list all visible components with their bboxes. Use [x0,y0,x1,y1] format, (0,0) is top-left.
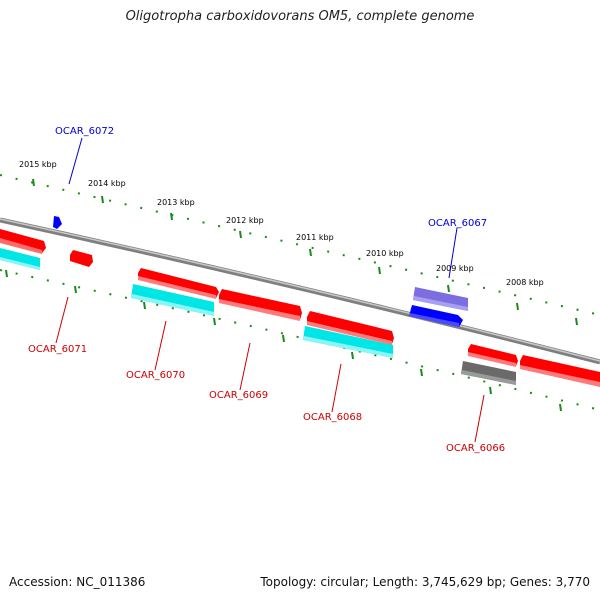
gene-labels: OCAR_6072 OCAR_6067 OCAR_6071 OCAR_6070 … [28,126,505,454]
gene-label-ocar-6069[interactable]: OCAR_6069 [209,390,268,401]
gene-feature-ocar-6071[interactable] [70,250,93,267]
gene-feature[interactable] [219,299,300,321]
cds-features [0,248,393,358]
gene-feature[interactable] [461,370,516,385]
scale-label: 2010 kbp [366,249,404,258]
genome-backbone-highlight [0,218,600,362]
scale-label: 2012 kbp [226,216,264,225]
gene-feature-ocar-6066-upper[interactable] [468,344,518,366]
gene-feature[interactable] [520,365,600,387]
scale-label: 2015 kbp [19,160,57,169]
upper-major-ticks [32,178,578,326]
forward-strand-genes [0,229,600,387]
scale-label: 2011 kbp [296,233,334,242]
gene-feature[interactable] [468,352,516,367]
scale-label: 2009 kbp [436,264,474,273]
gene-label-ocar-6072[interactable]: OCAR_6072 [55,126,114,137]
gene-feature-ocar-6072[interactable] [53,216,62,229]
gene-label-ocar-6067[interactable]: OCAR_6067 [428,218,487,229]
genome-backbone [0,217,600,365]
label-leaders [55,137,485,443]
gene-label-ocar-6066[interactable]: OCAR_6066 [446,443,505,454]
gene-feature[interactable] [0,229,46,253]
gene-feature-ocar-6070-upper[interactable] [138,268,219,298]
scale-label: 2014 kbp [88,179,126,188]
gene-feature[interactable] [0,238,42,254]
gene-feature[interactable] [413,296,468,311]
lower-scale-track [0,269,600,411]
cds-feature[interactable] [131,294,214,316]
scale-labels: 2015 kbp 2014 kbp 2013 kbp 2012 kbp 2011… [19,160,544,287]
cds-feature[interactable] [0,257,40,270]
gene-feature[interactable] [307,321,392,345]
gene-feature[interactable] [409,313,459,327]
gene-label-ocar-6068[interactable]: OCAR_6068 [303,412,362,423]
upper-scale-track [0,174,600,316]
genome-summary-label: Topology: circular; Length: 3,745,629 bp… [260,575,590,589]
lower-major-ticks [5,269,562,412]
gene-feature[interactable] [138,276,216,299]
map-title: Oligotropha carboxidovorans OM5, complet… [125,9,475,24]
gene-label-ocar-6070[interactable]: OCAR_6070 [126,370,185,381]
accession-label: Accession: NC_011386 [9,575,146,589]
cds-feature[interactable] [303,336,393,358]
gene-feature-ocar-6068-upper[interactable] [307,311,394,344]
scale-label: 2008 kbp [506,278,544,287]
gene-label-ocar-6071[interactable]: OCAR_6071 [28,344,87,355]
scale-label: 2013 kbp [157,198,195,207]
